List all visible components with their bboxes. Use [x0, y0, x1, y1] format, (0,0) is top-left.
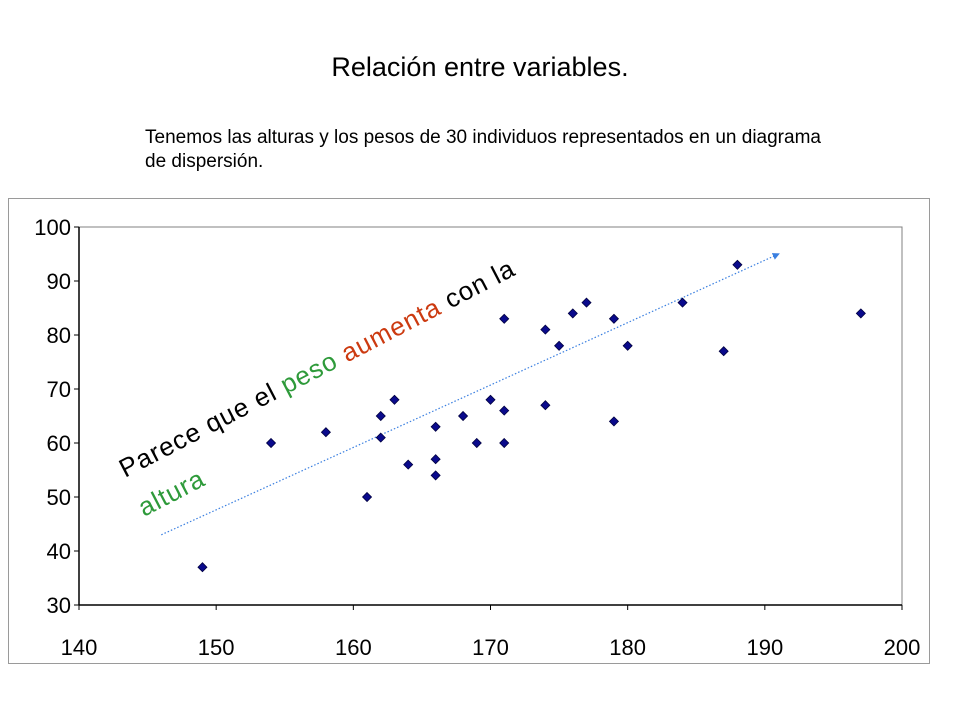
y-tick-label: 60	[47, 431, 71, 456]
y-tick-label: 100	[34, 215, 71, 240]
y-tick-label: 90	[47, 269, 71, 294]
data-point	[375, 432, 386, 443]
data-point	[375, 410, 386, 422]
data-point	[430, 421, 441, 432]
data-point	[361, 491, 373, 503]
data-point	[471, 437, 482, 449]
data-point	[540, 400, 551, 411]
data-point	[567, 308, 578, 319]
data-point	[608, 313, 620, 324]
y-tick-label: 40	[47, 539, 71, 564]
data-point	[855, 308, 866, 319]
data-point	[622, 340, 633, 351]
y-tick-label: 70	[47, 377, 71, 402]
data-point	[499, 437, 510, 449]
trend-arrow-group	[161, 253, 780, 536]
y-tick-label: 80	[47, 323, 71, 348]
y-tick-label: 50	[47, 485, 71, 510]
data-point	[389, 394, 400, 405]
data-point	[458, 410, 469, 422]
x-tick-label: 190	[746, 635, 783, 660]
data-point	[732, 259, 743, 270]
data-point	[554, 340, 565, 351]
x-tick-label: 140	[61, 635, 98, 660]
data-points	[197, 259, 866, 573]
data-point	[320, 427, 331, 438]
x-tick-label: 170	[472, 635, 509, 660]
data-point	[608, 416, 620, 427]
data-point	[485, 394, 496, 405]
axes: 30 40 50 60 70 80 90 100 140 150 160 170 180 190 200	[34, 215, 920, 660]
data-point	[581, 297, 592, 308]
x-tick-label: 180	[609, 635, 646, 660]
data-point	[197, 562, 208, 573]
data-point	[499, 313, 510, 324]
data-point	[499, 405, 510, 416]
annotation-segment: aumenta	[336, 291, 446, 368]
annotation-segment: Parece que el	[114, 373, 289, 483]
data-point	[430, 470, 441, 481]
annotation-segment: con la	[432, 253, 520, 318]
x-tick-label: 150	[198, 635, 235, 660]
intro-text: Tenemos las alturas y los pesos de 30 in…	[145, 127, 821, 172]
trend-arrow	[161, 253, 780, 536]
data-point	[677, 297, 688, 308]
x-tick-label: 200	[884, 635, 921, 660]
x-tick-label: 160	[335, 635, 372, 660]
data-point	[403, 459, 414, 470]
data-point	[718, 346, 729, 357]
data-point	[430, 454, 441, 465]
page-title: Relación entre variables.	[331, 52, 629, 82]
annotation-line-1: Parece que el peso aumenta con la	[114, 253, 520, 483]
y-tick-label: 30	[47, 593, 71, 618]
data-point	[265, 437, 277, 449]
chart-frame	[8, 198, 930, 664]
data-point	[540, 324, 551, 335]
